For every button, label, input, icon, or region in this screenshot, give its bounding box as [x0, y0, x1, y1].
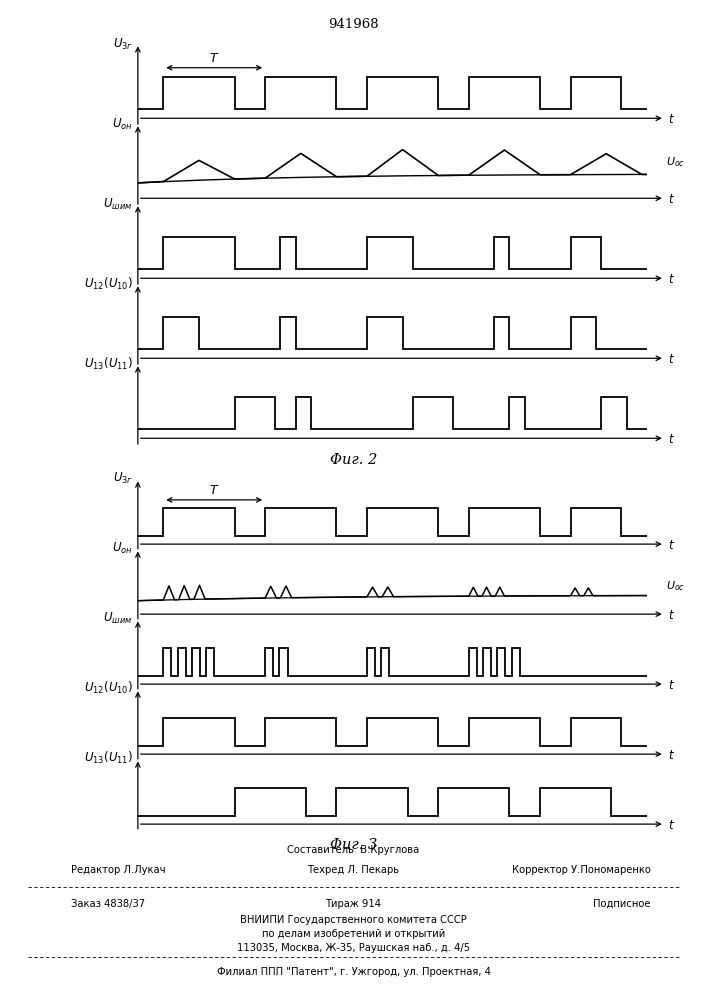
- Text: $t$: $t$: [668, 193, 675, 206]
- Text: $U_{3г}$: $U_{3г}$: [112, 37, 133, 52]
- Text: $U_{он}$: $U_{он}$: [112, 117, 133, 132]
- Text: Корректор У.Пономаренко: Корректор У.Пономаренко: [512, 865, 650, 875]
- Text: $U_{ос}$: $U_{ос}$: [666, 156, 685, 169]
- Text: Филиал ППП "Патент", г. Ужгород, ул. Проектная, 4: Филиал ППП "Патент", г. Ужгород, ул. Про…: [216, 967, 491, 977]
- Text: Техред Л. Пекарь: Техред Л. Пекарь: [308, 865, 399, 875]
- Text: $U_{13}(U_{11})$: $U_{13}(U_{11})$: [83, 750, 133, 766]
- Text: Φиг. 2: Φиг. 2: [330, 453, 377, 467]
- Text: $t$: $t$: [668, 609, 675, 622]
- Text: $t$: $t$: [668, 353, 675, 366]
- Text: Составитель  В.Круглова: Составитель В.Круглова: [287, 845, 420, 855]
- Text: $t$: $t$: [668, 273, 675, 286]
- Text: $U_{13}(U_{11})$: $U_{13}(U_{11})$: [83, 356, 133, 372]
- Text: Φиг. 3: Φиг. 3: [330, 838, 377, 852]
- Text: $t$: $t$: [668, 749, 675, 762]
- Text: 113035, Москва, Ж-35, Раушская наб., д. 4/5: 113035, Москва, Ж-35, Раушская наб., д. …: [237, 943, 470, 953]
- Text: $U_{шим}$: $U_{шим}$: [103, 611, 133, 626]
- Text: $U_{ос}$: $U_{ос}$: [666, 580, 685, 593]
- Text: $T$: $T$: [209, 484, 219, 497]
- Text: $t$: $t$: [668, 433, 675, 446]
- Text: Редактор Л.Лукач: Редактор Л.Лукач: [71, 865, 165, 875]
- Text: $t$: $t$: [668, 539, 675, 552]
- Text: $t$: $t$: [668, 819, 675, 832]
- Text: Заказ 4838/37: Заказ 4838/37: [71, 899, 145, 909]
- Text: по делам изобретений и открытий: по делам изобретений и открытий: [262, 929, 445, 939]
- Text: $t$: $t$: [668, 679, 675, 692]
- Text: $U_{шим}$: $U_{шим}$: [103, 197, 133, 212]
- Text: Подписное: Подписное: [593, 899, 650, 909]
- Text: Тираж 914: Тираж 914: [325, 899, 382, 909]
- Text: 941968: 941968: [328, 18, 379, 31]
- Text: ВНИИПИ Государственного комитета СССР: ВНИИПИ Государственного комитета СССР: [240, 915, 467, 925]
- Text: $U_{12}(U_{10})$: $U_{12}(U_{10})$: [83, 680, 133, 696]
- Text: $U_{12}(U_{10})$: $U_{12}(U_{10})$: [83, 276, 133, 292]
- Text: $U_{он}$: $U_{он}$: [112, 541, 133, 556]
- Text: $t$: $t$: [668, 113, 675, 126]
- Text: $T$: $T$: [209, 52, 219, 65]
- Text: $U_{3г}$: $U_{3г}$: [112, 471, 133, 486]
